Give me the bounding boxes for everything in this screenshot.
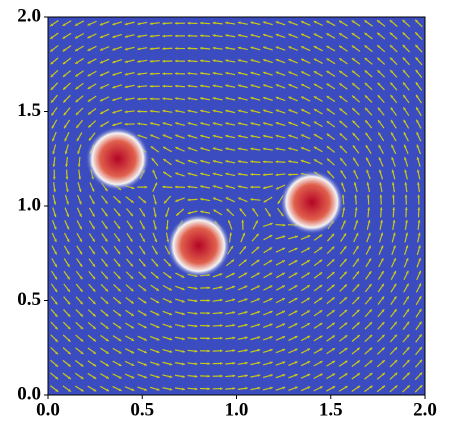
x-tick-label: 0.5 xyxy=(130,399,154,420)
y-tick-label: 0.0 xyxy=(17,383,41,404)
blob xyxy=(167,214,231,278)
y-tick-label: 2.0 xyxy=(17,5,41,26)
x-tick-label: 1.0 xyxy=(225,399,249,420)
y-tick-label: 0.5 xyxy=(17,289,41,310)
blob xyxy=(86,127,150,191)
blob xyxy=(280,170,344,234)
y-tick-label: 1.5 xyxy=(17,100,41,121)
x-tick-label: 1.5 xyxy=(319,399,343,420)
y-tick-label: 1.0 xyxy=(17,194,41,215)
x-tick-label: 2.0 xyxy=(413,399,437,420)
